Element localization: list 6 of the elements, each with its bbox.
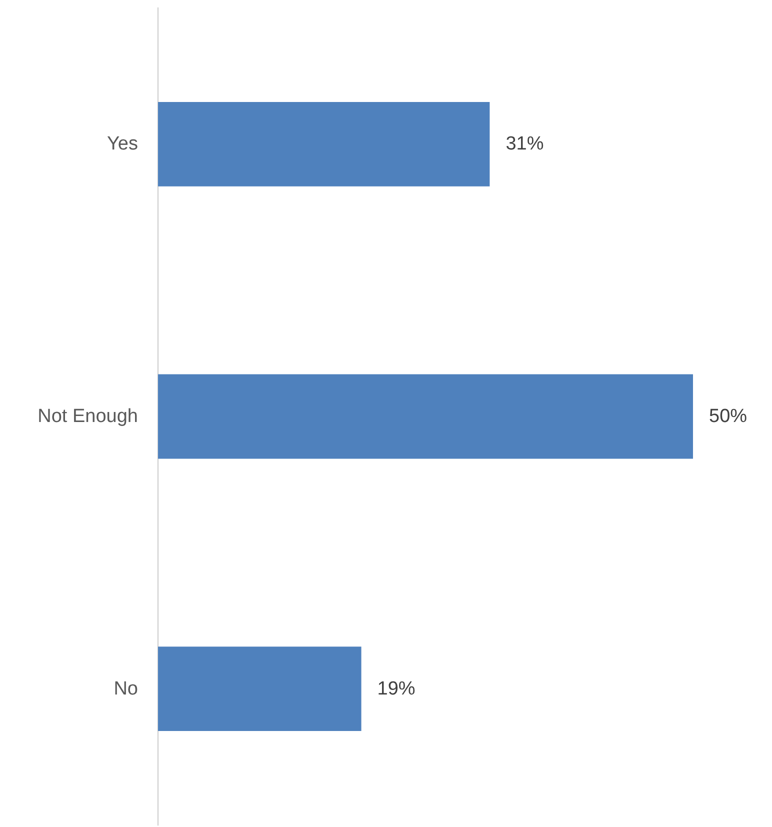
data-label: 50% xyxy=(709,406,748,427)
data-label: 31% xyxy=(506,134,544,155)
y-tick-label: Not Enough xyxy=(38,406,138,427)
y-tick-label: No xyxy=(114,678,138,700)
y-tick-label: Yes xyxy=(107,134,138,155)
data-label: 19% xyxy=(377,678,416,700)
